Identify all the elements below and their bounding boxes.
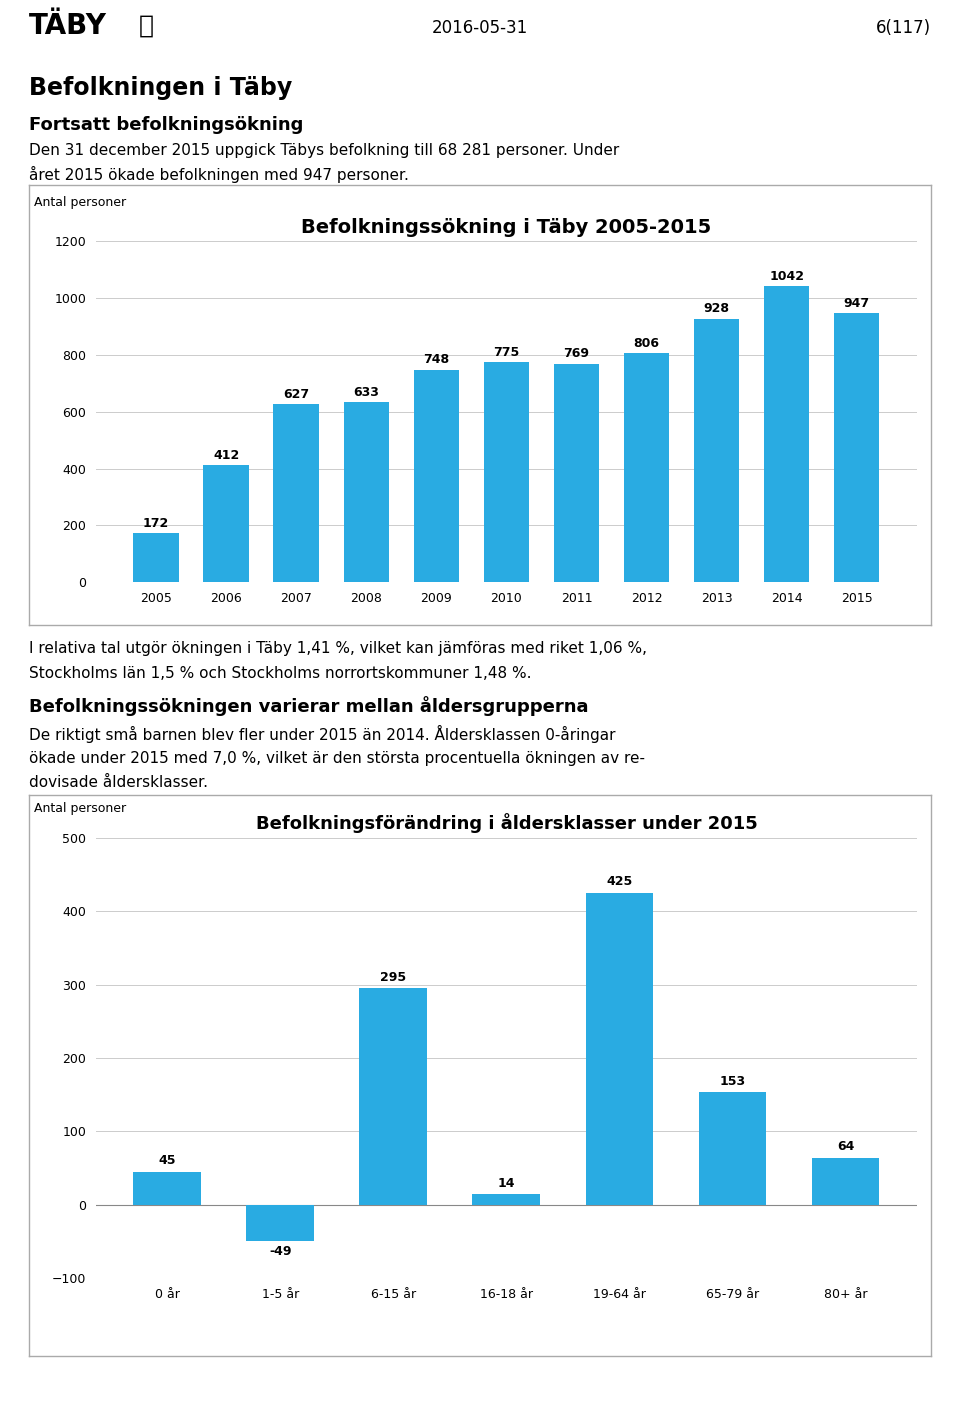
Text: dovisade åldersklasser.: dovisade åldersklasser. <box>29 775 207 790</box>
Bar <box>204 466 249 582</box>
Bar <box>811 1157 879 1204</box>
Text: 2016-05-31: 2016-05-31 <box>432 20 528 37</box>
Text: Stockholms län 1,5 % och Stockholms norrortskommuner 1,48 %.: Stockholms län 1,5 % och Stockholms norr… <box>29 666 531 680</box>
Text: 947: 947 <box>844 297 870 310</box>
Text: Fortsatt befolkningsökning: Fortsatt befolkningsökning <box>29 116 303 133</box>
Text: 627: 627 <box>283 388 309 400</box>
Text: 6(117): 6(117) <box>876 20 931 37</box>
Text: Antal personer: Antal personer <box>34 196 126 209</box>
Text: Befolkningssökningen varierar mellan åldersgrupperna: Befolkningssökningen varierar mellan åld… <box>29 696 588 716</box>
Text: TÄBY: TÄBY <box>29 11 107 40</box>
Text: 425: 425 <box>607 875 633 889</box>
Text: De riktigt små barnen blev fler under 2015 än 2014. Åldersklassen 0-åringar: De riktigt små barnen blev fler under 20… <box>29 726 615 743</box>
Bar <box>554 364 599 582</box>
Text: året 2015 ökade befolkningen med 947 personer.: året 2015 ökade befolkningen med 947 per… <box>29 166 409 183</box>
Bar <box>133 534 179 582</box>
Text: Den 31 december 2015 uppgick Täbys befolkning till 68 281 personer. Under: Den 31 december 2015 uppgick Täbys befol… <box>29 143 619 158</box>
Bar <box>247 1204 314 1241</box>
Text: 153: 153 <box>719 1075 746 1088</box>
Text: 14: 14 <box>497 1177 516 1190</box>
Text: 295: 295 <box>380 971 406 984</box>
Text: Befolkningen i Täby: Befolkningen i Täby <box>29 77 292 99</box>
Bar <box>764 287 809 582</box>
Text: 172: 172 <box>143 517 169 530</box>
Title: Befolkningsförändring i åldersklasser under 2015: Befolkningsförändring i åldersklasser un… <box>255 814 757 834</box>
Text: 45: 45 <box>158 1154 176 1167</box>
Bar <box>414 369 459 582</box>
Bar <box>344 402 389 582</box>
Text: 806: 806 <box>634 337 660 349</box>
Text: 775: 775 <box>493 345 519 359</box>
Bar <box>624 354 669 582</box>
Bar <box>274 405 319 582</box>
Text: 928: 928 <box>704 302 730 315</box>
Text: 64: 64 <box>837 1140 854 1153</box>
Title: Befolkningssökning i Täby 2005-2015: Befolkningssökning i Täby 2005-2015 <box>301 219 711 237</box>
Bar <box>586 893 654 1204</box>
Text: -49: -49 <box>269 1245 292 1258</box>
Text: ⛨: ⛨ <box>139 14 155 37</box>
Text: 633: 633 <box>353 386 379 399</box>
Bar <box>694 318 739 582</box>
Text: 412: 412 <box>213 449 239 462</box>
Bar <box>484 362 529 582</box>
Bar <box>472 1194 540 1204</box>
Text: I relativa tal utgör ökningen i Täby 1,41 %, vilket kan jämföras med riket 1,06 : I relativa tal utgör ökningen i Täby 1,4… <box>29 642 647 656</box>
Bar <box>359 988 427 1204</box>
Text: 769: 769 <box>564 348 589 361</box>
Text: Antal personer: Antal personer <box>34 802 126 815</box>
Text: 1042: 1042 <box>769 270 804 283</box>
Text: ökade under 2015 med 7,0 %, vilket är den största procentuella ökningen av re-: ökade under 2015 med 7,0 %, vilket är de… <box>29 751 645 765</box>
Bar <box>834 314 879 582</box>
Bar <box>133 1172 202 1204</box>
Text: 748: 748 <box>423 354 449 366</box>
Bar <box>699 1092 766 1204</box>
